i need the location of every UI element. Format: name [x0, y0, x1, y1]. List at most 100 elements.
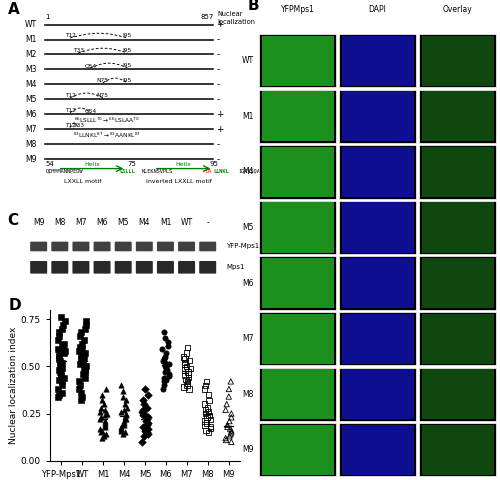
Point [120, 406, 128, 414]
Bar [339, 90, 416, 143]
Bar [422, 91, 494, 141]
Point [98, 434, 106, 442]
Point [140, 410, 147, 418]
Bar [342, 91, 413, 141]
Point [139, 423, 147, 431]
Point [59, 321, 67, 329]
Point [180, 353, 188, 360]
Point [119, 431, 127, 438]
Text: -: - [216, 95, 220, 104]
FancyBboxPatch shape [136, 261, 153, 274]
Point [184, 370, 192, 378]
Bar [262, 369, 334, 419]
Bar [419, 90, 496, 143]
Text: LSLLL: LSLLL [119, 169, 135, 174]
Text: Mps1: Mps1 [226, 264, 244, 270]
Text: Nuclear: Nuclear [218, 11, 243, 17]
Text: T12: T12 [64, 123, 76, 128]
Text: 75: 75 [128, 161, 136, 167]
Point [55, 391, 63, 398]
Text: T33: T33 [72, 48, 84, 53]
Point [143, 404, 151, 412]
FancyBboxPatch shape [30, 261, 47, 274]
Point [184, 344, 192, 351]
Point [76, 381, 84, 389]
Bar [422, 313, 494, 364]
Bar [262, 36, 334, 86]
Text: DAPI: DAPI [368, 4, 386, 13]
Point [55, 353, 63, 360]
Bar [419, 368, 496, 421]
Point [82, 374, 90, 382]
Point [202, 427, 210, 434]
Point [183, 349, 191, 357]
Point [202, 419, 210, 427]
Text: LXXLL motif: LXXLL motif [64, 179, 101, 184]
Point [186, 364, 194, 372]
Text: M8: M8 [54, 218, 66, 227]
Bar [339, 256, 416, 310]
Point [78, 359, 86, 366]
Point [56, 357, 64, 364]
Point [222, 434, 230, 442]
Point [184, 378, 192, 385]
Point [122, 411, 130, 420]
Point [161, 368, 169, 376]
Bar [339, 423, 416, 477]
Point [75, 385, 83, 393]
FancyBboxPatch shape [136, 241, 153, 252]
Text: -: - [206, 218, 209, 227]
Point [122, 410, 130, 418]
Point [138, 408, 146, 416]
Point [77, 389, 85, 396]
Bar [262, 425, 334, 475]
Bar [262, 203, 334, 252]
Text: 857: 857 [200, 14, 213, 20]
Point [162, 376, 170, 384]
Point [118, 425, 126, 432]
Text: $^{66}$LSLLL$^{70}$$\rightarrow$$^{66}$LSLAA$^{70}$: $^{66}$LSLLL$^{70}$$\rightarrow$$^{66}$L… [74, 116, 140, 125]
Point [224, 393, 232, 400]
Text: -: - [216, 50, 220, 59]
Bar [339, 312, 416, 365]
Point [80, 364, 88, 372]
Point [101, 423, 109, 431]
Point [76, 344, 84, 351]
Text: Q54: Q54 [84, 63, 96, 68]
Point [226, 417, 234, 425]
Text: 54: 54 [46, 161, 54, 167]
Point [56, 368, 64, 376]
Text: Helix: Helix [84, 162, 100, 167]
Point [204, 391, 212, 398]
Point [226, 432, 234, 440]
Point [55, 332, 63, 340]
Point [139, 406, 147, 414]
Bar [262, 258, 334, 308]
Point [203, 413, 211, 421]
Point [138, 438, 146, 446]
Point [78, 346, 86, 353]
Point [205, 396, 213, 404]
Point [201, 421, 209, 429]
Bar [259, 256, 336, 310]
Point [158, 346, 166, 353]
Point [160, 381, 168, 389]
FancyBboxPatch shape [52, 241, 68, 252]
Bar [419, 256, 496, 310]
Bar [422, 258, 494, 308]
Point [76, 378, 84, 385]
Point [80, 336, 88, 344]
Point [54, 393, 62, 400]
Point [121, 400, 129, 408]
Text: T33: T33 [72, 123, 84, 128]
Point [200, 400, 208, 408]
Text: D: D [8, 298, 21, 312]
Point [60, 349, 68, 357]
Point [58, 364, 66, 372]
Point [59, 344, 67, 351]
Bar [422, 203, 494, 252]
FancyBboxPatch shape [114, 261, 132, 274]
Text: B: B [248, 0, 260, 12]
Point [56, 351, 64, 359]
Bar [419, 34, 496, 87]
